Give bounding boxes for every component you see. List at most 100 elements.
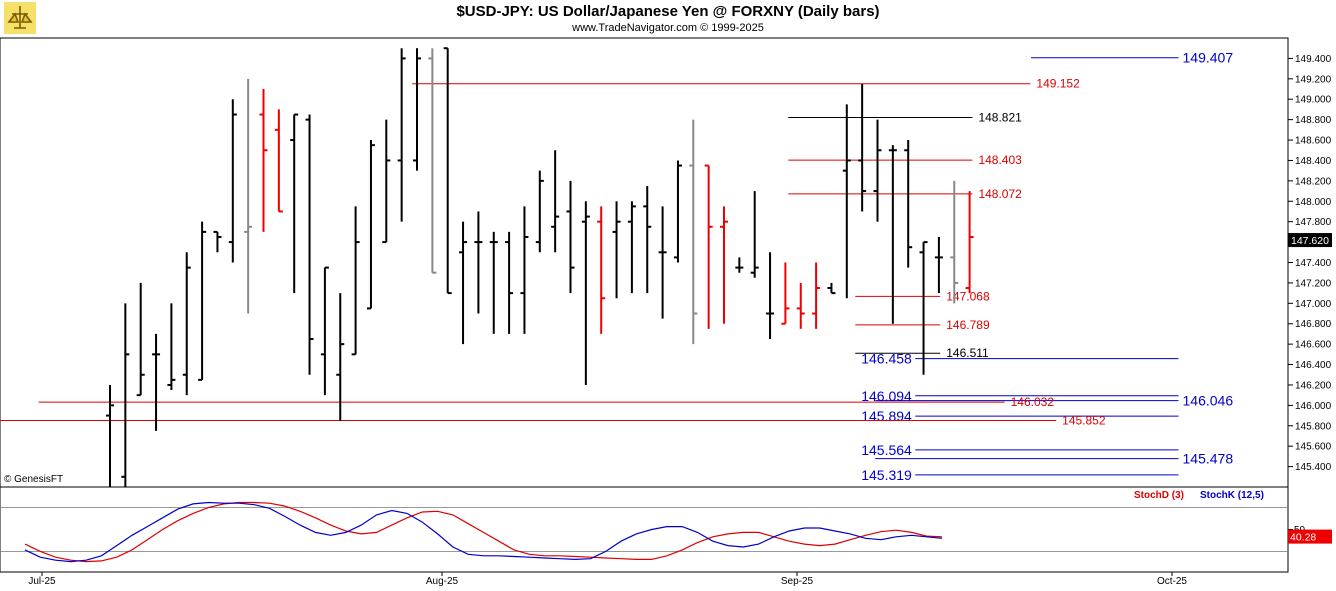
osc-last-label: 40.28 — [1290, 532, 1316, 544]
y-tick-label: 149.400 — [1295, 54, 1332, 65]
ohlc-bar — [366, 140, 375, 310]
ohlc-bar — [228, 99, 237, 263]
ohlc-bar — [320, 266, 329, 396]
ohlc-bar — [781, 262, 790, 325]
x-tick-label: Sep-25 — [781, 576, 814, 587]
level-label: 146.458 — [861, 351, 912, 367]
level-label: 145.319 — [861, 467, 912, 483]
level-label: 146.094 — [861, 388, 912, 404]
ohlc-bar — [182, 252, 191, 396]
ohlc-bar — [581, 201, 590, 385]
ohlc-bar — [566, 180, 575, 294]
ohlc-bar — [873, 119, 882, 222]
ohlc-bar — [213, 230, 222, 253]
ohlc-bar — [106, 384, 114, 487]
chart-subtitle: www.TradeNavigator.com © 1999-2025 — [572, 22, 764, 34]
ohlc-bar — [413, 48, 421, 171]
y-tick-label: 147.200 — [1295, 278, 1332, 289]
ohlc-bar — [919, 241, 928, 375]
level-label: 145.852 — [1062, 413, 1106, 427]
ohlc-bar — [198, 221, 207, 381]
ohlc-bar — [735, 257, 744, 273]
ohlc-bar — [812, 262, 821, 329]
level-label: 148.821 — [978, 110, 1022, 124]
ohlc-bar — [382, 119, 391, 244]
ohlc-bar — [842, 104, 851, 299]
ohlc-bar — [950, 180, 959, 304]
ohlc-bar — [597, 206, 606, 334]
y-tick-label: 147.000 — [1295, 299, 1332, 310]
y-tick-label: 148.600 — [1295, 136, 1332, 147]
y-tick-label: 146.800 — [1295, 319, 1332, 330]
ohlc-bar — [827, 282, 836, 295]
x-tick-label: Jul-25 — [28, 576, 56, 587]
ohlc-bar — [673, 160, 682, 263]
ohlc-bar — [888, 145, 897, 324]
ohlc-bar — [689, 119, 698, 345]
x-tick-label: Oct-25 — [1157, 576, 1187, 587]
level-label: 148.403 — [978, 153, 1022, 167]
y-tick-label: 149.000 — [1295, 95, 1332, 106]
osc-series-line — [24, 501, 943, 563]
chart-title: $USD-JPY: US Dollar/Japanese Yen @ FORXN… — [456, 3, 880, 20]
ohlc-bar — [428, 48, 437, 274]
y-tick-label: 147.800 — [1295, 217, 1332, 228]
level-label: 149.152 — [1036, 77, 1080, 91]
ohlc-bar — [520, 206, 529, 334]
y-tick-label: 149.200 — [1295, 74, 1332, 85]
ohlc-bar — [121, 303, 130, 487]
ohlc-bar — [443, 47, 452, 295]
ohlc-bar — [259, 89, 268, 232]
ohlc-bar — [397, 48, 406, 222]
ohlc-bar — [858, 83, 867, 212]
ohlc-bar — [244, 78, 253, 314]
ohlc-bar — [796, 282, 805, 329]
level-label: 149.407 — [1183, 50, 1234, 66]
oscillator-panel — [0, 486, 1289, 573]
ohlc-bar — [167, 303, 176, 391]
y-tick-label: 148.200 — [1295, 176, 1332, 187]
ohlc-bar — [934, 236, 943, 294]
ohlc-bar — [551, 150, 560, 253]
y-tick-label: 146.000 — [1295, 401, 1332, 412]
ohlc-bar — [535, 170, 544, 253]
level-label: 145.564 — [861, 442, 912, 458]
ohlc-bar — [305, 114, 314, 375]
ohlc-bar — [904, 140, 913, 268]
ohlc-bar — [136, 282, 145, 397]
x-tick-label: Aug-25 — [426, 576, 459, 587]
ohlc-bar — [290, 113, 299, 294]
ohlc-bar — [612, 201, 621, 299]
ohlc-bar — [351, 206, 360, 356]
ohlc-bar — [505, 231, 514, 334]
osc-last-box — [1288, 529, 1332, 544]
ohlc-bar — [750, 191, 759, 278]
level-label: 146.511 — [946, 346, 989, 360]
ohlc-bar — [627, 201, 636, 294]
ohlc-bar — [704, 164, 713, 329]
y-tick-label: 146.600 — [1295, 340, 1332, 351]
ohlc-bar — [720, 206, 728, 324]
genesis-logo-icon — [4, 2, 36, 34]
level-label: 146.046 — [1183, 393, 1234, 409]
y-tick-label: 148.000 — [1295, 197, 1332, 208]
level-label: 147.068 — [946, 289, 990, 303]
ohlc-bar — [643, 185, 652, 294]
y-tick-label: 145.600 — [1295, 442, 1332, 453]
y-tick-label: 148.400 — [1295, 156, 1332, 167]
level-label: 146.789 — [946, 318, 990, 332]
last-price-label: 147.620 — [1291, 235, 1329, 247]
copyright-label: © GenesisFT — [4, 474, 64, 485]
y-tick-label: 145.400 — [1295, 462, 1332, 473]
level-label: 145.478 — [1183, 451, 1234, 467]
level-label: 145.894 — [861, 408, 912, 424]
chart-header: $USD-JPY: US Dollar/Japanese Yen @ FORXN… — [0, 0, 1336, 38]
ohlc-bar — [336, 293, 345, 421]
y-tick-label: 145.800 — [1295, 421, 1332, 432]
y-tick-label: 148.800 — [1295, 115, 1332, 126]
price-panel — [0, 37, 1289, 488]
osc-series-line — [24, 501, 943, 563]
level-label: 146.032 — [1011, 395, 1055, 409]
last-price-box — [1288, 233, 1332, 248]
